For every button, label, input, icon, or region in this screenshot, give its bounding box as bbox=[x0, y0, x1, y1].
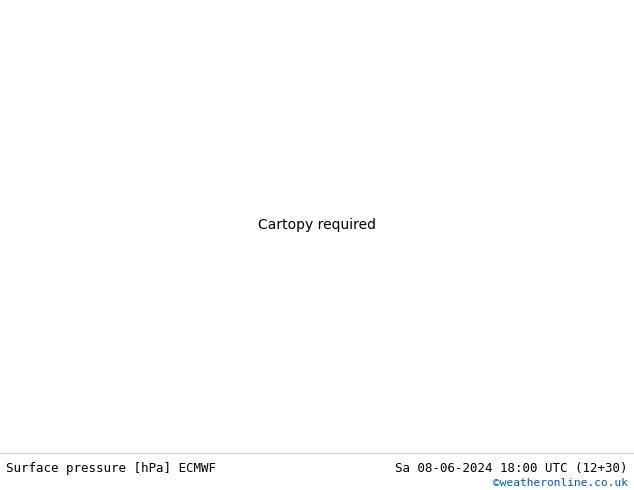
Text: Surface pressure [hPa] ECMWF: Surface pressure [hPa] ECMWF bbox=[6, 462, 216, 475]
Text: Sa 08-06-2024 18:00 UTC (12+30): Sa 08-06-2024 18:00 UTC (12+30) bbox=[395, 462, 628, 475]
Text: ©weatheronline.co.uk: ©weatheronline.co.uk bbox=[493, 478, 628, 488]
Text: Cartopy required: Cartopy required bbox=[258, 219, 376, 232]
